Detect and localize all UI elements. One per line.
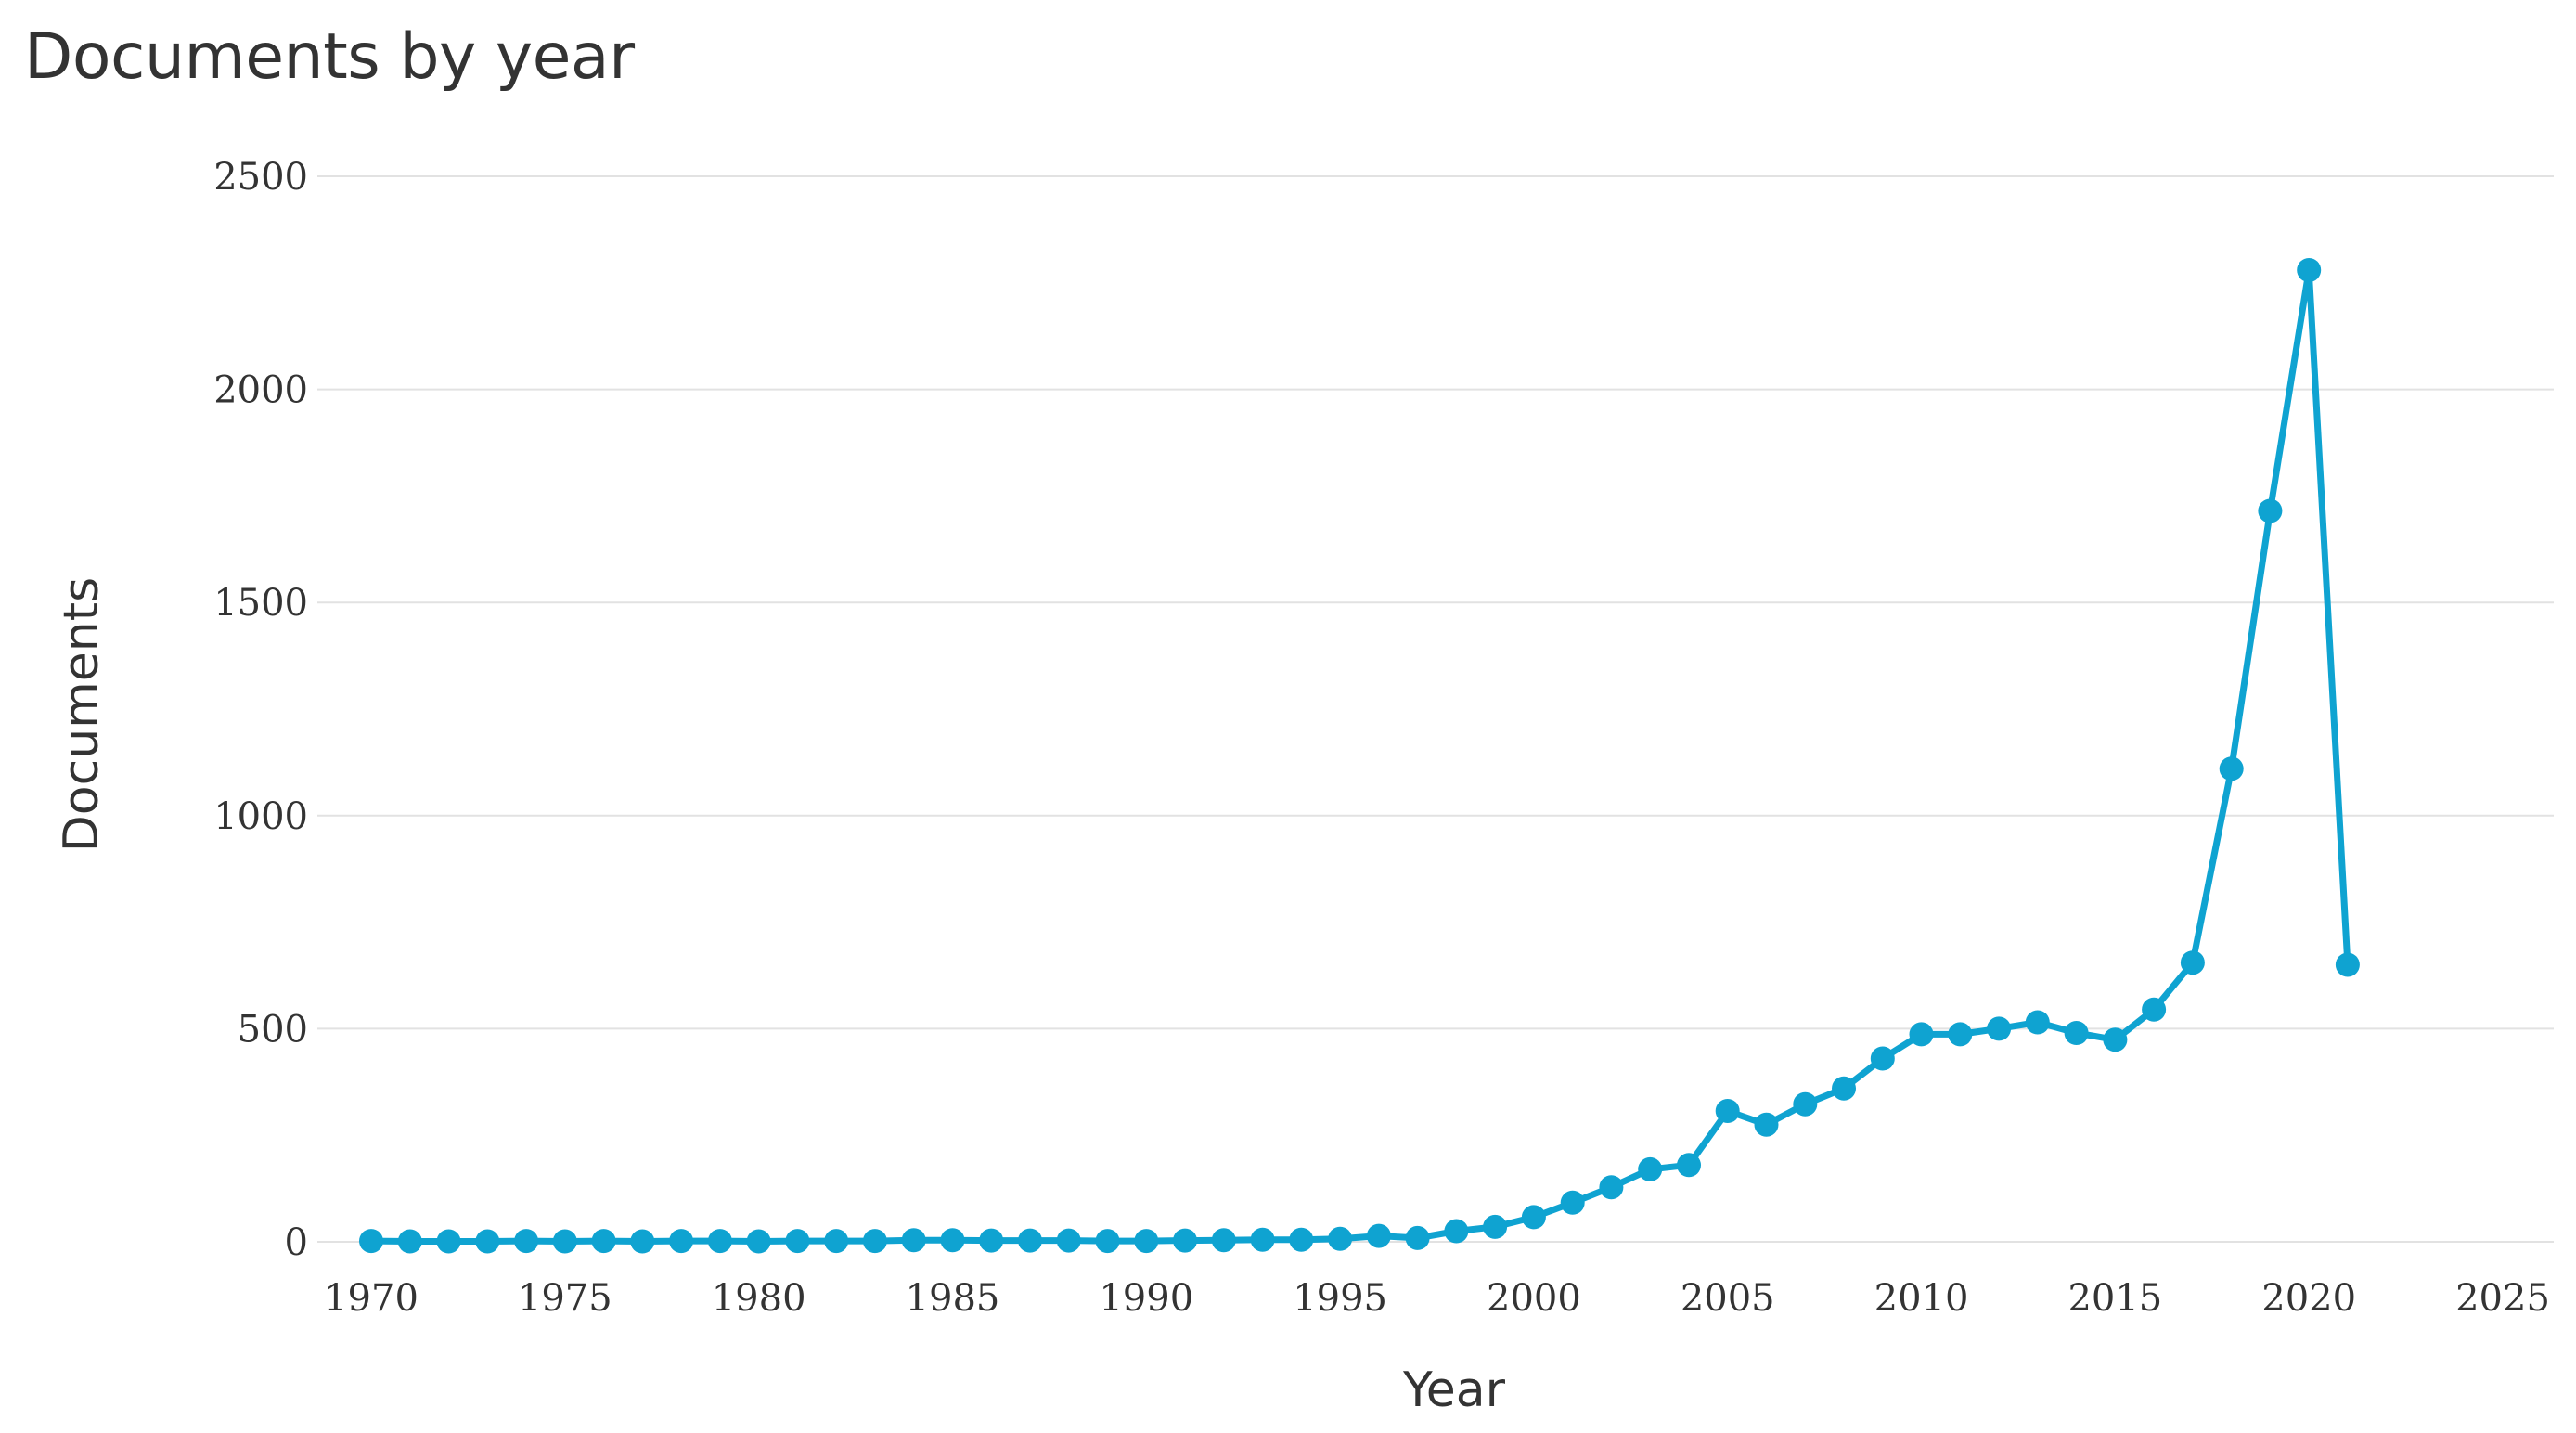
data-point[interactable] [707,1229,732,1254]
data-point[interactable] [1250,1227,1275,1252]
x-tick-label: 2015 [2067,1277,2162,1320]
data-point[interactable] [1638,1156,1663,1181]
x-axis-title: Year [1402,1362,1506,1418]
data-point[interactable] [901,1228,926,1253]
data-point[interactable] [591,1229,616,1254]
data-point[interactable] [1173,1228,1197,1253]
data-point[interactable] [1483,1214,1508,1239]
y-tick-label: 0 [285,1221,308,1264]
x-tick-label: 2025 [2455,1277,2550,1320]
x-tick-label: 2000 [1487,1277,1581,1320]
data-point[interactable] [1405,1225,1430,1250]
data-point[interactable] [1715,1099,1740,1123]
data-point[interactable] [2064,1021,2089,1045]
data-point[interactable] [746,1229,771,1254]
series-line-layer [367,266,2351,1245]
data-point[interactable] [2335,952,2360,977]
x-tick-label: 2020 [2261,1277,2356,1320]
x-tick-label: 1995 [1293,1277,1387,1320]
data-point[interactable] [552,1229,577,1254]
data-point[interactable] [979,1228,1004,1253]
chart-title: Documents by year [24,20,635,94]
x-tick-label: 1990 [1099,1277,1193,1320]
data-point[interactable] [2297,258,2322,282]
data-point[interactable] [436,1229,461,1254]
data-point[interactable] [630,1229,655,1254]
data-point[interactable] [2219,756,2244,781]
y-axis-ticks: 0 500 1000 1500 2000 2500 [213,156,308,1264]
data-point[interactable] [1599,1175,1624,1200]
data-point[interactable] [1560,1190,1585,1215]
data-point[interactable] [1211,1228,1236,1253]
data-point[interactable] [1289,1227,1314,1252]
x-axis-ticks: 1970 1975 1980 1985 1990 1995 2000 2005 2010 2015… [324,1277,2550,1320]
data-point[interactable] [824,1229,849,1254]
y-axis-title: Documents [54,577,109,853]
data-point[interactable] [669,1229,694,1254]
data-point[interactable] [2103,1027,2128,1052]
data-point[interactable] [1754,1112,1779,1137]
x-tick-label: 1975 [518,1277,612,1320]
data-point[interactable] [1948,1022,1973,1047]
y-tick-label: 1000 [213,795,308,838]
data-point[interactable] [862,1229,887,1254]
data-point[interactable] [2142,997,2167,1022]
data-point[interactable] [1521,1205,1546,1230]
data-point[interactable] [1328,1226,1353,1251]
data-point[interactable] [475,1229,500,1254]
x-tick-label: 1970 [324,1277,419,1320]
x-tick-label: 1980 [712,1277,806,1320]
y-tick-label: 1500 [213,582,308,625]
data-point[interactable] [2258,498,2283,523]
data-point[interactable] [514,1229,539,1254]
data-point[interactable] [940,1228,965,1253]
data-point[interactable] [397,1229,422,1254]
grid-lines [317,175,2554,1243]
data-point[interactable] [785,1229,810,1254]
data-point[interactable] [1095,1229,1120,1254]
data-point[interactable] [1832,1076,1856,1101]
data-points [359,258,2360,1254]
data-point[interactable] [1987,1016,2012,1041]
data-point[interactable] [2025,1010,2050,1035]
data-point[interactable] [1677,1153,1701,1178]
data-point[interactable] [1909,1022,1934,1047]
y-tick-label: 2000 [213,369,308,412]
data-point[interactable] [2180,950,2205,975]
x-tick-label: 1985 [906,1277,1000,1320]
y-tick-label: 500 [238,1008,308,1051]
data-point[interactable] [359,1229,383,1254]
x-tick-label: 2010 [1874,1277,1969,1320]
x-tick-label: 2005 [1681,1277,1775,1320]
data-point[interactable] [1366,1223,1391,1248]
data-point[interactable] [1870,1046,1895,1071]
data-point[interactable] [1056,1228,1081,1253]
data-point[interactable] [1793,1091,1818,1117]
y-tick-label: 2500 [213,156,308,199]
data-point[interactable] [1134,1229,1159,1254]
data-point[interactable] [1018,1228,1042,1253]
data-point[interactable] [1444,1219,1469,1244]
series-line [367,266,2351,1245]
